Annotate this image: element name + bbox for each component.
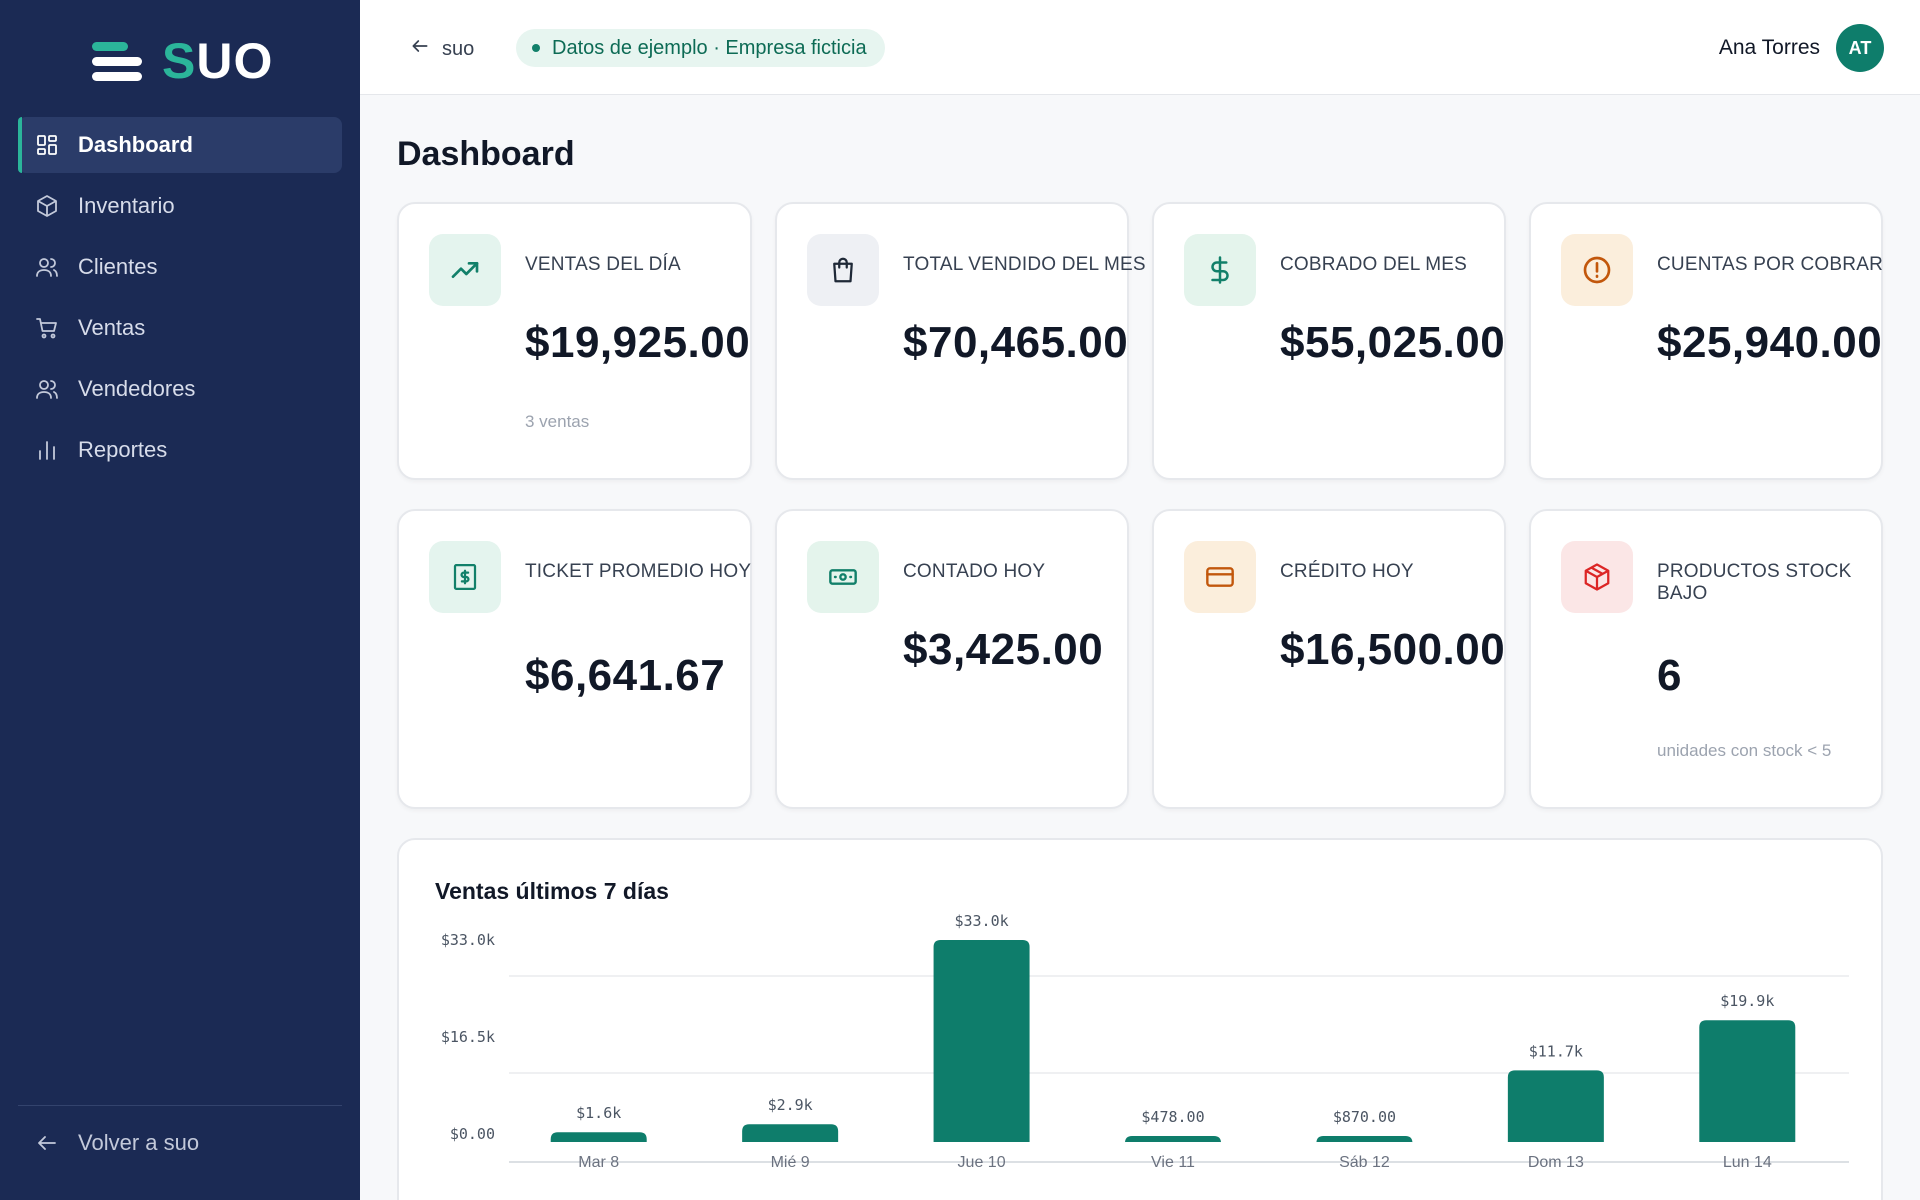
kpi-value: $16,500.00 xyxy=(1280,625,1506,674)
brand-name: SUO xyxy=(162,33,274,89)
arrow-left-icon xyxy=(410,36,430,62)
kpi-value: $6,641.67 xyxy=(525,651,726,700)
chart-bar[interactable] xyxy=(933,940,1030,1142)
kpi-value: $55,025.00 xyxy=(1280,318,1506,367)
sidebar-divider xyxy=(18,1105,342,1106)
sidebar-nav: Dashboard Inventario Clientes Ventas Ven… xyxy=(18,117,342,483)
alert-circle-icon xyxy=(1561,234,1633,306)
x-tick-label: Vie 11 xyxy=(1151,1154,1195,1171)
sidebar-item-clientes[interactable]: Clientes xyxy=(18,239,342,295)
kpi-label: TICKET PROMEDIO HOY xyxy=(525,561,752,582)
kpi-card-stock-bajo: PRODUCTOS STOCK BAJO 6 unidades con stoc… xyxy=(1529,509,1883,809)
kpi-card-ticket-promedio: TICKET PROMEDIO HOY $6,641.67 xyxy=(397,509,752,809)
shopping-bag-icon xyxy=(807,234,879,306)
chart-bar[interactable] xyxy=(550,1132,647,1142)
chart-bar[interactable] xyxy=(1507,1070,1604,1142)
sidebar-item-ventas[interactable]: Ventas xyxy=(18,300,342,356)
kpi-value: $25,940.00 xyxy=(1657,318,1883,367)
cash-icon xyxy=(807,541,879,613)
chart-bar[interactable] xyxy=(1316,1136,1413,1143)
chart-title: Ventas últimos 7 días xyxy=(435,878,669,904)
user-name[interactable]: Ana Torres xyxy=(1718,36,1820,59)
y-tick-label: $0.00 xyxy=(450,1125,495,1143)
chart-bar[interactable] xyxy=(1125,1136,1221,1143)
bar-data-label: $870.00 xyxy=(1333,1108,1396,1126)
credit-card-icon xyxy=(1184,541,1256,613)
header-back-link[interactable]: suo xyxy=(410,36,474,62)
kpi-label: PRODUCTOS STOCK BAJO xyxy=(1657,561,1852,604)
back-link-label: Volver a suo xyxy=(78,1130,200,1155)
x-tick-label: Dom 13 xyxy=(1528,1154,1584,1171)
kpi-label: TOTAL VENDIDO DEL MES xyxy=(903,254,1146,275)
kpi-value: $70,465.00 xyxy=(903,318,1129,367)
sidebar-item-label: Inventario xyxy=(78,193,175,218)
demo-badge-text: Datos de ejemplo · Empresa ficticia xyxy=(552,36,867,59)
bar-data-label: $19.9k xyxy=(1720,992,1774,1010)
status-dot xyxy=(532,44,540,52)
kpi-card-ventas-del-dia: VENTAS DEL DÍA $19,925.00 3 ventas xyxy=(397,202,752,480)
trending-up-icon xyxy=(429,234,501,306)
y-tick-label: $16.5k xyxy=(441,1028,495,1046)
kpi-label: CUENTAS POR COBRAR xyxy=(1657,254,1883,275)
users-icon xyxy=(34,376,60,402)
chart-bar[interactable] xyxy=(742,1124,839,1142)
sidebar-item-label: Vendedores xyxy=(78,376,196,401)
sidebar-item-dashboard[interactable]: Dashboard xyxy=(18,117,342,173)
receipt-icon xyxy=(429,541,501,613)
header-back-label: suo xyxy=(442,37,475,60)
kpi-subtext: unidades con stock < 5 xyxy=(1657,741,1832,760)
kpi-card-cobrado-mes: COBRADO DEL MES $55,025.00 xyxy=(1152,202,1506,480)
chart-bar[interactable] xyxy=(1699,1020,1796,1142)
page-title: Dashboard xyxy=(397,135,575,173)
sidebar-item-label: Clientes xyxy=(78,254,158,279)
kpi-card-cuentas-por-cobrar: CUENTAS POR COBRAR $25,940.00 xyxy=(1529,202,1883,480)
kpi-label: COBRADO DEL MES xyxy=(1280,254,1468,275)
x-tick-label: Lun 14 xyxy=(1723,1154,1772,1171)
logo-mark xyxy=(92,40,142,82)
kpi-label: CONTADO HOY xyxy=(903,561,1046,582)
sales-chart-card: Ventas últimos 7 días $0.00 $16.5k $33.0k $… xyxy=(397,838,1883,1200)
dollar-icon xyxy=(1184,234,1256,306)
sidebar-item-label: Dashboard xyxy=(78,132,193,157)
avatar[interactable]: AT xyxy=(1836,24,1884,72)
kpi-label: VENTAS DEL DÍA xyxy=(525,254,681,275)
box-icon xyxy=(34,193,60,219)
sidebar-item-vendedores[interactable]: Vendedores xyxy=(18,361,342,417)
cart-icon xyxy=(34,315,60,341)
kpi-subtext: 3 ventas xyxy=(525,412,590,431)
sales-bar-chart: $0.00 $16.5k $33.0k $1.6k Mar 8 $2.9k Mié 9 $33… xyxy=(441,912,1849,1171)
bar-data-label: $33.0k xyxy=(954,912,1008,930)
kpi-card-contado-hoy: CONTADO HOY $3,425.00 xyxy=(775,509,1129,809)
y-tick-label: $33.0k xyxy=(441,931,495,949)
demo-data-badge: Datos de ejemplo · Empresa ficticia xyxy=(516,29,885,67)
x-tick-label: Jue 10 xyxy=(958,1154,1006,1171)
sidebar: SUO Dashboard Inventario Clientes Ventas xyxy=(0,0,360,1200)
bar-data-label: $2.9k xyxy=(768,1096,813,1114)
kpi-card-total-vendido-mes: TOTAL VENDIDO DEL MES $70,465.00 xyxy=(775,202,1146,480)
x-tick-label: Mié 9 xyxy=(771,1154,810,1171)
kpi-label: CRÉDITO HOY xyxy=(1280,561,1414,582)
arrow-left-icon xyxy=(34,1130,60,1156)
bar-data-label: $478.00 xyxy=(1141,1108,1204,1126)
brand-logo[interactable]: SUO xyxy=(92,33,274,89)
package-icon xyxy=(1561,541,1633,613)
top-header: suo Datos de ejemplo · Empresa ficticia … xyxy=(360,0,1920,95)
users-icon xyxy=(34,254,60,280)
x-tick-label: Mar 8 xyxy=(578,1154,619,1171)
sidebar-item-inventario[interactable]: Inventario xyxy=(18,178,342,234)
kpi-value: $3,425.00 xyxy=(903,625,1104,674)
back-to-suo-link[interactable]: Volver a suo xyxy=(34,1130,199,1156)
kpi-value: $19,925.00 xyxy=(525,318,751,367)
kpi-card-credito-hoy: CRÉDITO HOY $16,500.00 xyxy=(1152,509,1506,809)
x-tick-label: Sáb 12 xyxy=(1339,1154,1390,1171)
bar-data-label: $1.6k xyxy=(576,1104,621,1122)
bar-chart-icon xyxy=(34,437,60,463)
dashboard-icon xyxy=(34,132,60,158)
sidebar-item-label: Ventas xyxy=(78,315,146,340)
bar-data-label: $11.7k xyxy=(1529,1042,1583,1060)
sidebar-item-reportes[interactable]: Reportes xyxy=(18,422,342,478)
sidebar-item-label: Reportes xyxy=(78,437,168,462)
kpi-value: 6 xyxy=(1657,651,1682,700)
